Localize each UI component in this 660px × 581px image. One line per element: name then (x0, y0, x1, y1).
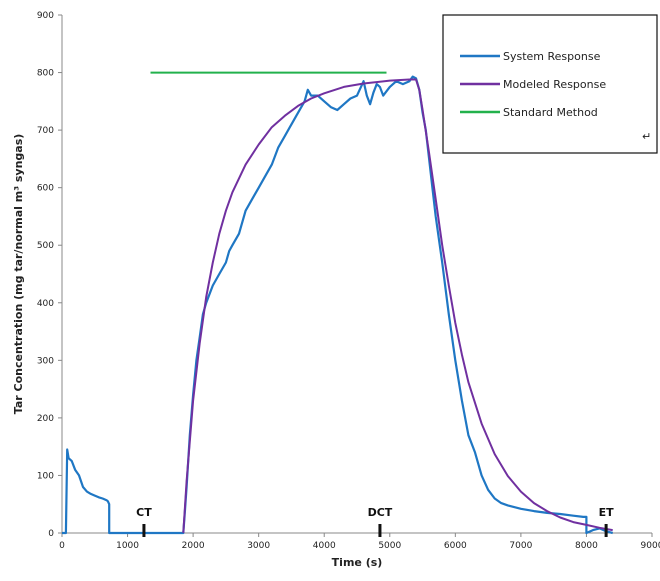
marker-label-dct: DCT (368, 506, 393, 519)
series-line-system-response (62, 75, 613, 535)
markers-layer: CT DCT ET (136, 506, 614, 537)
legend-label-system-response: System Response (503, 50, 601, 63)
marker-tick-dct (378, 524, 382, 537)
series-layer (62, 71, 613, 535)
y-tick-label: 300 (37, 356, 54, 366)
x-tick-label: 7000 (509, 541, 532, 551)
x-tick-label: 4000 (313, 541, 336, 551)
y-tick-label: 600 (37, 184, 54, 194)
y-axis-title: Tar Concentration (mg tar/normal m³ syng… (12, 134, 25, 415)
x-tick-label: 6000 (444, 541, 467, 551)
y-tick-label: 800 (37, 69, 54, 79)
y-tick-label: 0 (48, 529, 54, 539)
x-tick-label: 1000 (116, 541, 139, 551)
y-tick-label: 900 (37, 11, 54, 21)
x-tick-label: 3000 (247, 541, 270, 551)
y-tick-label: 400 (37, 299, 54, 309)
y-tick-label: 500 (37, 241, 54, 251)
x-axis-title: Time (s) (332, 556, 383, 569)
marker-label-et: ET (599, 506, 615, 519)
y-tick-label: 700 (37, 126, 54, 136)
series-line-modeled-response (182, 78, 613, 534)
x-tick-label: 5000 (378, 541, 401, 551)
legend-return-glyph: ↵ (642, 130, 651, 143)
x-tick-label: 8000 (575, 541, 598, 551)
x-tick-label: 0 (59, 541, 65, 551)
legend-label-standard-method: Standard Method (503, 106, 598, 119)
y-tick-label: 100 (37, 471, 54, 481)
marker-tick-et (604, 524, 608, 537)
legend: System Response Modeled Response Standard … (442, 14, 658, 154)
y-tick-label: 200 (37, 414, 54, 424)
marker-label-ct: CT (136, 506, 152, 519)
legend-items: System Response Modeled Response Standard … (460, 50, 606, 119)
x-tick-label: 2000 (182, 541, 205, 551)
legend-label-modeled-response: Modeled Response (503, 78, 606, 91)
marker-tick-ct (142, 524, 146, 537)
